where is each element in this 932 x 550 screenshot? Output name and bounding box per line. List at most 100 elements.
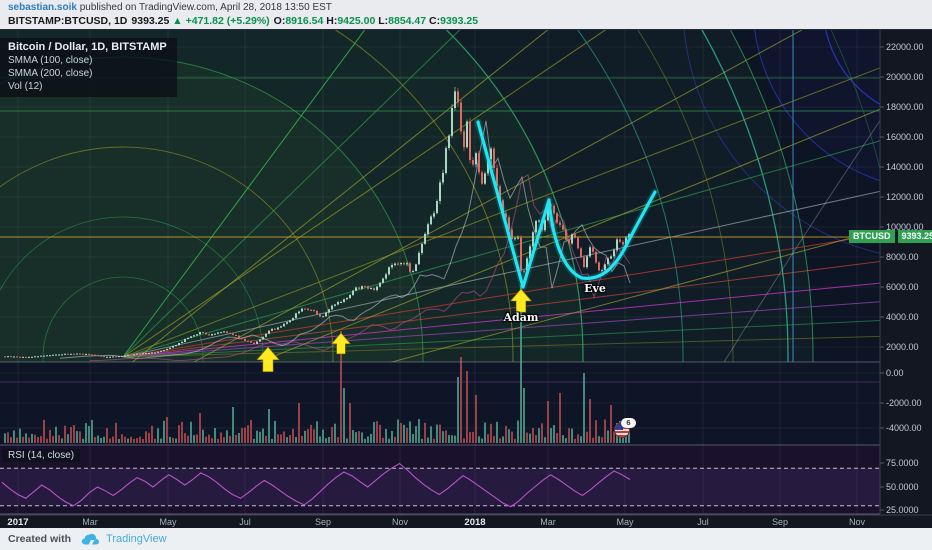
price-axis xyxy=(880,30,932,515)
publish-text: published on TradingView.com, April 28, … xyxy=(79,2,332,13)
eve-label: Eve xyxy=(584,282,606,295)
price-axis-label[interactable]: 20000.00 xyxy=(886,72,924,82)
chart-canvas[interactable]: 22000.00 20000.00 18000.00 16000.00 14000.00… xyxy=(0,30,932,528)
gann-fan-line xyxy=(122,30,607,358)
price-axis-label[interactable]: 25.0000 xyxy=(886,505,919,515)
time-axis-label[interactable]: Sep xyxy=(315,517,331,527)
price-axis-label[interactable]: 50.0000 xyxy=(886,482,919,492)
open-label: O: xyxy=(273,15,286,27)
price-axis-label[interactable]: 16000.00 xyxy=(886,132,924,142)
time-axis-label[interactable]: May xyxy=(159,517,177,527)
low-label: L: xyxy=(378,15,389,27)
time-axis-label[interactable]: 2017 xyxy=(7,517,28,528)
price-axis-label[interactable]: 0.00 xyxy=(886,368,904,378)
symbol-ohlc-row: BITSTAMP:BTCUSD, 1D 9393.25 ▲ +471.82 (+5… xyxy=(8,14,932,28)
price-change: +471.82 (+5.29%) xyxy=(185,15,270,27)
time-axis-label[interactable]: May xyxy=(616,517,634,527)
last-price: 9393.25 xyxy=(131,15,170,27)
blue-arc xyxy=(754,30,880,182)
gann-fan-line xyxy=(122,30,366,358)
gann-fan-line xyxy=(122,30,461,358)
gann-fan-line xyxy=(122,140,880,358)
price-axis-label[interactable]: 22000.00 xyxy=(886,42,924,52)
price-axis-label[interactable]: 12000.00 xyxy=(886,192,924,202)
time-axis-label[interactable]: Nov xyxy=(849,517,866,527)
fib-circle xyxy=(576,30,684,362)
price-tag-value: 9393.25 xyxy=(897,230,932,243)
up-arrow-icon: ▲ xyxy=(172,15,183,27)
symbol-name: BITSTAMP:BTCUSD, 1D xyxy=(8,15,128,27)
tradingview-brand-link[interactable]: TradingView xyxy=(106,533,167,545)
volume-series xyxy=(4,285,630,443)
time-axis-label[interactable]: Jul xyxy=(239,517,251,527)
high-label: H: xyxy=(326,15,338,27)
time-axis-label[interactable]: Sep xyxy=(772,517,788,527)
time-axis-label[interactable]: Nov xyxy=(392,517,409,527)
gann-fan-line xyxy=(122,261,880,358)
tradingview-logo-icon[interactable] xyxy=(81,533,101,546)
fib-circle xyxy=(0,146,334,362)
candlestick-series xyxy=(4,87,630,358)
up-arrow-marker xyxy=(256,346,280,372)
time-axis-label[interactable]: Mar xyxy=(82,517,98,527)
gann-fan-line xyxy=(122,67,880,358)
created-with-text: Created with xyxy=(8,533,72,545)
high-value: 9425.00 xyxy=(337,15,376,27)
adam-label: Adam xyxy=(503,311,539,324)
fib-circle xyxy=(445,30,584,362)
trend-fan-line xyxy=(192,30,803,362)
open-value: 8916.54 xyxy=(285,15,324,27)
chart-area[interactable]: 22000.00 20000.00 18000.00 16000.00 14000.00… xyxy=(0,30,932,528)
publish-info: sebastian.soik published on TradingView.… xyxy=(8,1,932,14)
up-arrow-marker xyxy=(509,288,533,313)
footer-bar: Created with TradingView xyxy=(0,528,932,550)
legend-title[interactable]: Bitcoin / Dollar, 1D, BITSTAMP xyxy=(8,41,167,53)
fib-circle xyxy=(729,30,814,362)
chart-legend[interactable]: Bitcoin / Dollar, 1D, BITSTAMP SMMA (100… xyxy=(0,38,177,97)
last-price-tag: BTCUSD 9393.25 xyxy=(849,230,932,243)
legend-volume[interactable]: Vol (12) xyxy=(8,81,43,92)
author-link[interactable]: sebastian.soik xyxy=(8,2,77,13)
price-axis-label[interactable]: 10000.00 xyxy=(886,222,924,232)
trend-fan-line xyxy=(258,108,880,362)
price-axis-label[interactable]: 75.0000 xyxy=(886,458,919,468)
price-axis-label[interactable]: 6000.00 xyxy=(886,282,919,292)
ideas-badge[interactable]: 6 xyxy=(612,418,638,438)
smma-200-line xyxy=(89,173,631,362)
fib-gann-decorations xyxy=(0,30,880,362)
price-axis-label[interactable]: 2000.00 xyxy=(886,342,919,352)
price-tag-symbol: BTCUSD xyxy=(849,230,895,243)
adam-eve-pattern-line xyxy=(476,120,657,289)
price-axis-label[interactable]: -2000.00 xyxy=(886,398,922,408)
grid xyxy=(0,30,880,515)
gann-fan-line xyxy=(122,301,880,358)
gann-fan-line xyxy=(122,282,880,358)
time-axis-label[interactable]: Mar xyxy=(540,517,556,527)
time-axis-label[interactable]: 2018 xyxy=(464,517,485,528)
price-axis-label[interactable]: 18000.00 xyxy=(886,102,924,112)
rsi-pane-background xyxy=(0,445,880,515)
price-axis-label[interactable]: 4000.00 xyxy=(886,312,919,322)
trend-fan-line xyxy=(131,30,549,362)
time-axis xyxy=(0,515,932,528)
legend-smma100[interactable]: SMMA (100, close) xyxy=(8,55,93,66)
gann-fan-line xyxy=(122,320,880,358)
time-axis-label[interactable]: Jul xyxy=(697,517,709,527)
fib-circle xyxy=(334,30,514,362)
rsi-legend[interactable]: RSI (14, close) xyxy=(2,449,81,462)
smma-100-line xyxy=(59,120,631,360)
trend-fan-line xyxy=(390,229,880,362)
white-arc xyxy=(723,119,880,362)
price-axis-label[interactable]: -4000.00 xyxy=(886,423,922,433)
price-axis-label[interactable]: 8000.00 xyxy=(886,252,919,262)
low-value: 8854.47 xyxy=(388,15,427,27)
publish-header: sebastian.soik published on TradingView.… xyxy=(0,0,932,30)
fib-circle xyxy=(637,30,734,362)
gann-fan-line xyxy=(122,233,880,358)
price-axis-label[interactable]: 14000.00 xyxy=(886,162,924,172)
rsi-line xyxy=(1,462,631,508)
legend-smma200[interactable]: SMMA (200, close) xyxy=(8,68,93,79)
badge-count: 6 xyxy=(621,418,636,428)
fib-circle xyxy=(701,30,789,362)
